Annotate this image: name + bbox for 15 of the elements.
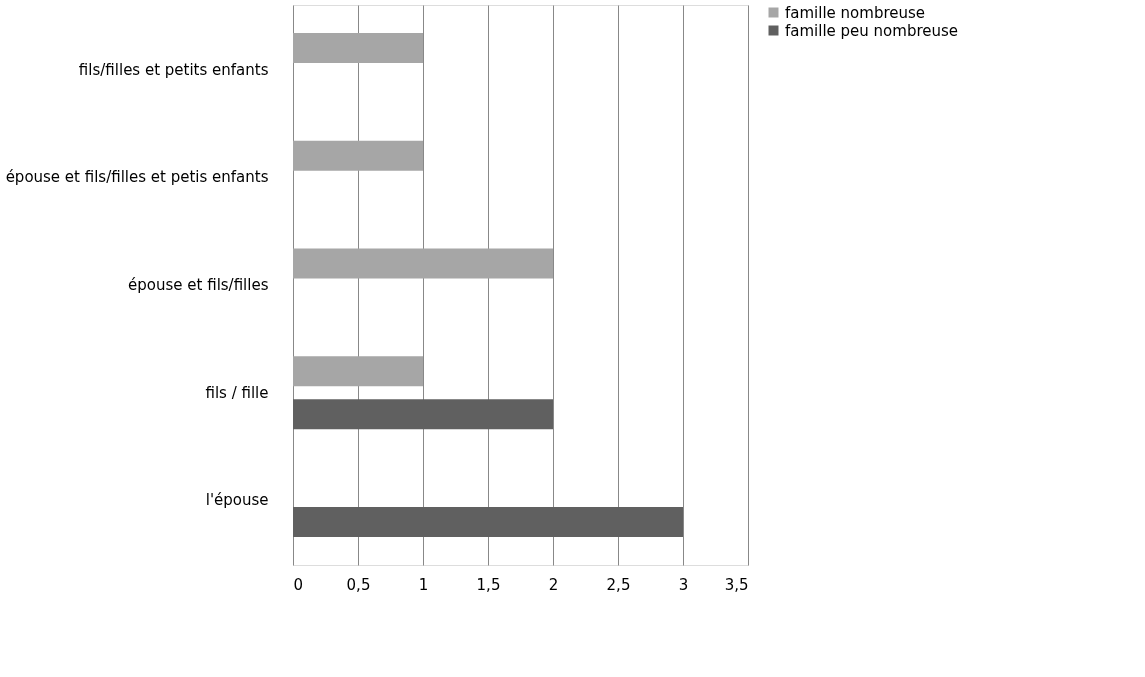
x-tick-label: 0,5 — [346, 575, 371, 594]
y-tick-label: épouse et fils/filles et petis enfants — [5, 168, 269, 187]
x-tick-label: 1 — [418, 575, 429, 594]
x-tick-label: 3,5 — [724, 575, 749, 594]
y-tick-label: épouse et fils/filles — [128, 276, 269, 294]
y-tick-label: fils / fille — [205, 383, 269, 402]
y-tick-label: l'épouse — [205, 491, 269, 510]
x-tick-label: 3 — [678, 575, 689, 594]
x-tick-label: 0 — [293, 575, 304, 594]
y-tick-label: fils/filles et petits enfants — [78, 60, 269, 79]
x-tick-label: 2,5 — [606, 575, 631, 594]
x-tick-label: 2 — [548, 575, 559, 594]
legend-label: famille nombreuse — [785, 3, 926, 22]
x-tick-label: 1,5 — [476, 575, 501, 594]
legend-label: famille peu nombreuse — [785, 21, 959, 40]
